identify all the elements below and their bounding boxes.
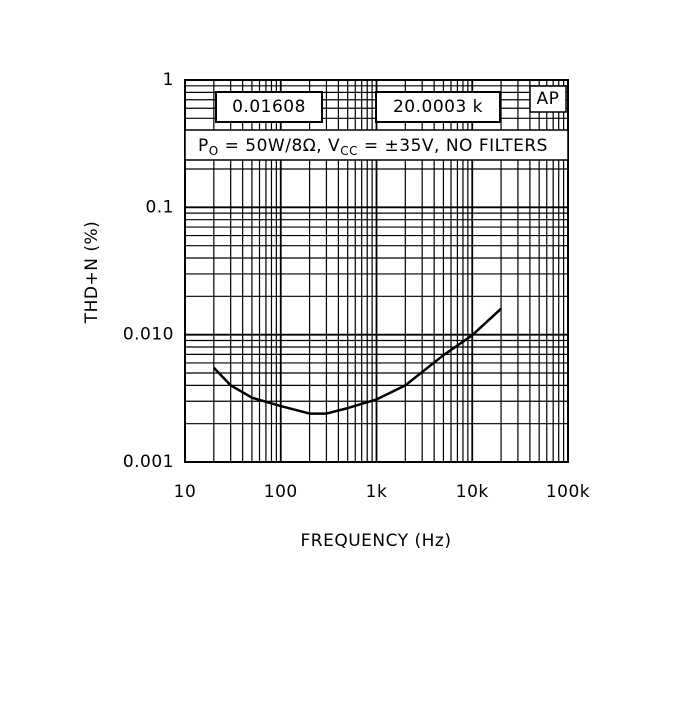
x-tick-label: 100 bbox=[264, 482, 298, 502]
x-tick-label: 100k bbox=[546, 482, 590, 502]
x-tick-label: 10 bbox=[174, 482, 197, 502]
y-tick-label: 0.1 bbox=[145, 197, 174, 217]
readout: 20.0003 k bbox=[393, 97, 483, 117]
y-axis-label: THD+N (%) bbox=[82, 221, 102, 325]
x-axis-label: FREQUENCY (Hz) bbox=[301, 531, 452, 551]
readout: 0.01608 bbox=[232, 97, 306, 117]
overlay: PO = 50W/8Ω, VCC = ±35V, NO FILTERS 0.01… bbox=[184, 85, 569, 161]
y-tick-label: 0.001 bbox=[123, 452, 174, 472]
y-tick-label: 0.010 bbox=[123, 325, 174, 345]
x-tick-label: 10k bbox=[456, 482, 489, 502]
annotation: PO = 50W/8Ω, VCC = ±35V, NO FILTERS bbox=[198, 136, 548, 158]
annotation-band bbox=[184, 129, 569, 161]
x-tick-label: 1k bbox=[366, 482, 388, 502]
readout: AP bbox=[537, 89, 560, 109]
plot-border bbox=[184, 79, 569, 463]
line bbox=[212, 307, 502, 415]
readout-box bbox=[529, 85, 567, 113]
readout-box bbox=[375, 91, 501, 123]
y-tick-label: 1 bbox=[163, 70, 174, 90]
readout-box bbox=[215, 91, 323, 123]
